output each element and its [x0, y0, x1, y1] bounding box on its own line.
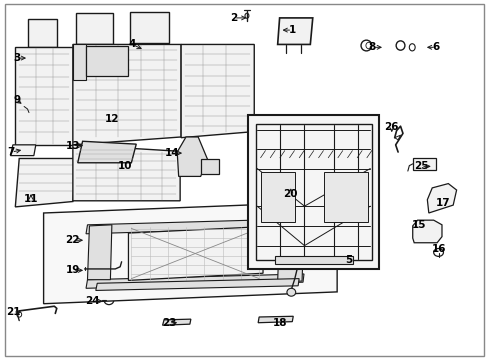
- Polygon shape: [130, 12, 168, 43]
- Text: 6: 6: [431, 42, 439, 52]
- Polygon shape: [86, 219, 304, 234]
- Polygon shape: [275, 256, 352, 264]
- Polygon shape: [15, 47, 73, 145]
- Text: 8: 8: [368, 42, 375, 52]
- Text: 7: 7: [8, 147, 15, 157]
- Polygon shape: [200, 159, 219, 174]
- Text: 20: 20: [283, 189, 298, 199]
- Text: 10: 10: [118, 161, 132, 171]
- Polygon shape: [324, 172, 367, 222]
- Polygon shape: [76, 13, 113, 44]
- Polygon shape: [162, 319, 190, 325]
- Text: 24: 24: [85, 296, 100, 306]
- Polygon shape: [260, 172, 294, 222]
- Polygon shape: [15, 158, 76, 207]
- Polygon shape: [73, 44, 181, 145]
- Polygon shape: [177, 137, 207, 176]
- Ellipse shape: [286, 288, 295, 296]
- Polygon shape: [128, 226, 263, 280]
- Polygon shape: [78, 141, 136, 163]
- Text: 11: 11: [23, 194, 38, 204]
- Polygon shape: [73, 44, 86, 80]
- Text: 19: 19: [65, 265, 80, 275]
- Polygon shape: [258, 316, 293, 323]
- Text: 3: 3: [13, 53, 20, 63]
- Polygon shape: [87, 225, 112, 280]
- Polygon shape: [27, 19, 57, 47]
- Text: 26: 26: [384, 122, 398, 132]
- Text: 12: 12: [104, 114, 119, 124]
- Text: 14: 14: [164, 148, 179, 158]
- Text: 17: 17: [435, 198, 450, 208]
- Polygon shape: [86, 45, 128, 76]
- Polygon shape: [86, 274, 304, 288]
- Text: 9: 9: [13, 95, 20, 105]
- Polygon shape: [10, 145, 36, 156]
- Text: 16: 16: [430, 244, 445, 254]
- Text: 5: 5: [345, 255, 352, 265]
- Text: 15: 15: [411, 220, 426, 230]
- Polygon shape: [412, 158, 435, 170]
- Polygon shape: [277, 18, 312, 44]
- Polygon shape: [277, 226, 304, 281]
- Text: 18: 18: [272, 318, 286, 328]
- Text: 25: 25: [413, 161, 427, 171]
- Text: 23: 23: [162, 318, 176, 328]
- Polygon shape: [43, 202, 336, 304]
- Text: 1: 1: [288, 25, 295, 35]
- Polygon shape: [96, 279, 299, 291]
- Polygon shape: [181, 44, 254, 138]
- Text: 13: 13: [65, 140, 80, 150]
- Text: 2: 2: [230, 13, 237, 23]
- Polygon shape: [412, 220, 441, 243]
- Text: 4: 4: [128, 40, 136, 49]
- Polygon shape: [73, 145, 180, 201]
- Polygon shape: [427, 184, 456, 213]
- Bar: [248, 115, 378, 269]
- Text: 21: 21: [6, 307, 20, 317]
- Text: 22: 22: [65, 235, 80, 245]
